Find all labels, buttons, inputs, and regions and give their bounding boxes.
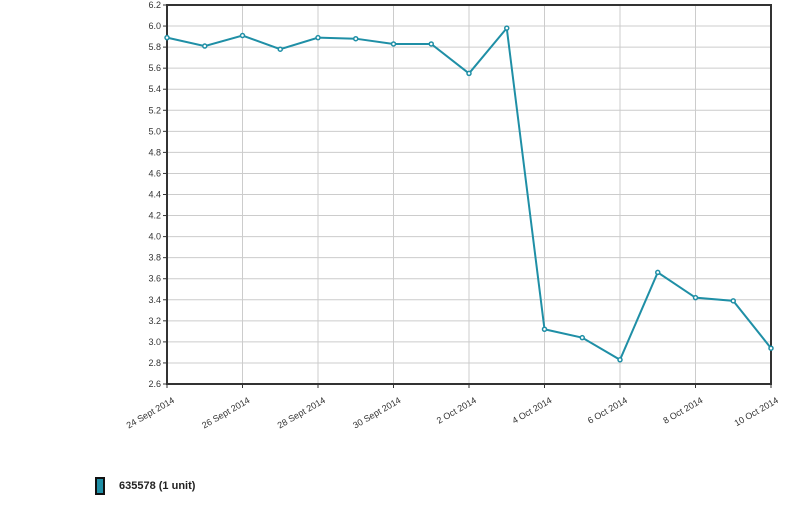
chart: 2.6 2.8 3.0 3.2 3.4 3.6 3.8 4.0 4.2 4.4 4.6 4.8 5.0 5… xyxy=(125,0,780,431)
y-tick-label: 3.4 xyxy=(148,295,161,305)
page: 2.6 2.8 3.0 3.2 3.4 3.6 3.8 4.0 4.2 4.4 4.6 4.8 5.0 5… xyxy=(95,0,780,495)
point xyxy=(164,34,170,41)
y-tick-label: 5.4 xyxy=(148,84,161,94)
point xyxy=(277,46,283,52)
point xyxy=(315,34,321,41)
legend-label: 635578 (1 unit) xyxy=(119,480,196,492)
point xyxy=(768,345,774,351)
x-tick-label: 8 Oct 2014 xyxy=(661,395,704,426)
y-tick-label: 4.8 xyxy=(148,147,161,157)
x-tick-label: 2 Oct 2014 xyxy=(435,395,478,426)
y-tick-label: 5.2 xyxy=(148,105,161,115)
y-tick-label: 4.4 xyxy=(148,190,161,200)
point xyxy=(579,334,585,341)
y-tick-label: 3.0 xyxy=(148,337,161,347)
y-tick-label: 5.6 xyxy=(148,63,161,73)
y-tick-label: 3.8 xyxy=(148,253,161,263)
plot-border xyxy=(166,4,772,385)
point xyxy=(504,25,510,31)
y-tick-label: 4.6 xyxy=(148,168,161,178)
point xyxy=(617,357,623,363)
point xyxy=(730,298,736,304)
x-tick-label: 26 Sept 2014 xyxy=(200,395,251,430)
y-tick-label: 3.6 xyxy=(148,274,161,284)
x-tick-label: 10 Oct 2014 xyxy=(733,395,780,428)
point xyxy=(692,294,699,301)
legend-swatch xyxy=(95,477,105,495)
point xyxy=(466,70,472,77)
point xyxy=(541,326,548,333)
point xyxy=(390,41,397,47)
x-tick-label: 6 Oct 2014 xyxy=(586,395,629,426)
y-tick-label: 6.0 xyxy=(148,21,161,31)
y-tick-label: 2.6 xyxy=(148,379,161,389)
y-tick-label: 2.8 xyxy=(148,358,161,368)
point xyxy=(202,43,208,49)
x-tick-label: 30 Sept 2014 xyxy=(351,395,402,430)
y-tick-label: 4.0 xyxy=(148,232,161,242)
y-tick-label: 4.2 xyxy=(148,211,161,221)
point xyxy=(239,32,246,39)
x-tick-label: 4 Oct 2014 xyxy=(510,395,553,426)
point xyxy=(655,269,661,276)
legend: 635578 (1 unit) xyxy=(95,477,195,495)
x-tick-label: 28 Sept 2014 xyxy=(276,395,327,430)
x-tick-label: 24 Sept 2014 xyxy=(125,395,176,430)
y-tick-label: 3.2 xyxy=(148,316,161,326)
y-tick-label: 5.0 xyxy=(148,126,161,136)
y-tick-label: 6.2 xyxy=(148,0,161,10)
point xyxy=(428,41,434,47)
point xyxy=(353,35,359,42)
y-tick-label: 5.8 xyxy=(148,42,161,52)
